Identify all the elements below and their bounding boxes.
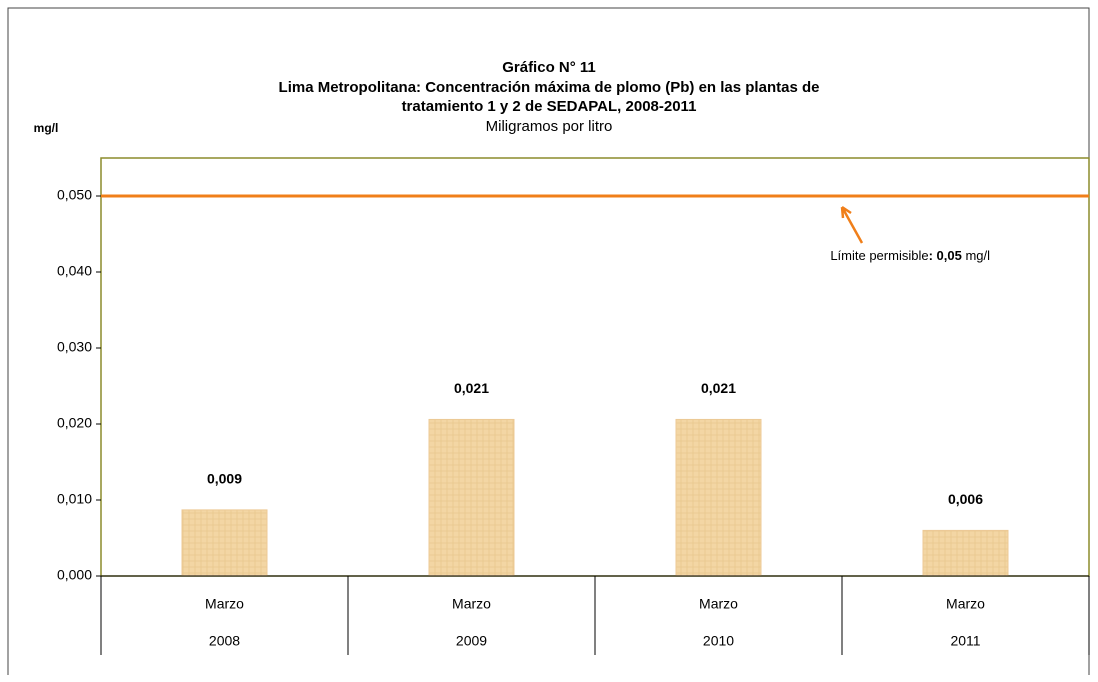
annotation-arrow (840, 205, 864, 244)
chart-title: Gráfico N° 11 (502, 59, 596, 76)
annotation-part: : 0,05 (929, 248, 962, 263)
x-group-label: 2010 (703, 633, 734, 649)
bar (675, 418, 762, 577)
data-label: 0,021 (454, 380, 489, 396)
annotation-part: Límite permisible (830, 248, 928, 263)
y-tick-label: 0,000 (57, 567, 92, 583)
y-tick-label: 0,030 (57, 339, 92, 355)
x-tick-label: Marzo (946, 596, 985, 612)
annotation: Límite permisible: 0,05 mg/l (830, 248, 990, 263)
y-tick-label: 0,010 (57, 491, 92, 507)
bar (428, 418, 515, 577)
x-tick-label: Marzo (699, 596, 738, 612)
y-axis-label: mg/l (34, 121, 59, 135)
chart-title: Lima Metropolitana: Concentración máxima… (279, 79, 820, 96)
y-tick-label: 0,020 (57, 415, 92, 431)
bar (181, 509, 268, 577)
x-group-label: 2011 (950, 633, 980, 649)
chart-subtitle: Miligramos por litro (486, 118, 613, 135)
bar (922, 529, 1009, 577)
y-tick-label: 0,040 (57, 263, 92, 279)
x-group-label: 2009 (456, 633, 487, 649)
data-label: 0,009 (207, 471, 242, 487)
x-group-label: 2008 (209, 633, 240, 649)
x-tick-label: Marzo (205, 596, 244, 612)
data-label: 0,006 (948, 491, 983, 507)
annotation-part: mg/l (962, 248, 990, 263)
x-tick-label: Marzo (452, 596, 491, 612)
chart-title: tratamiento 1 y 2 de SEDAPAL, 2008-2011 (402, 98, 697, 115)
y-tick-label: 0,050 (57, 187, 92, 203)
data-label: 0,021 (701, 380, 736, 396)
